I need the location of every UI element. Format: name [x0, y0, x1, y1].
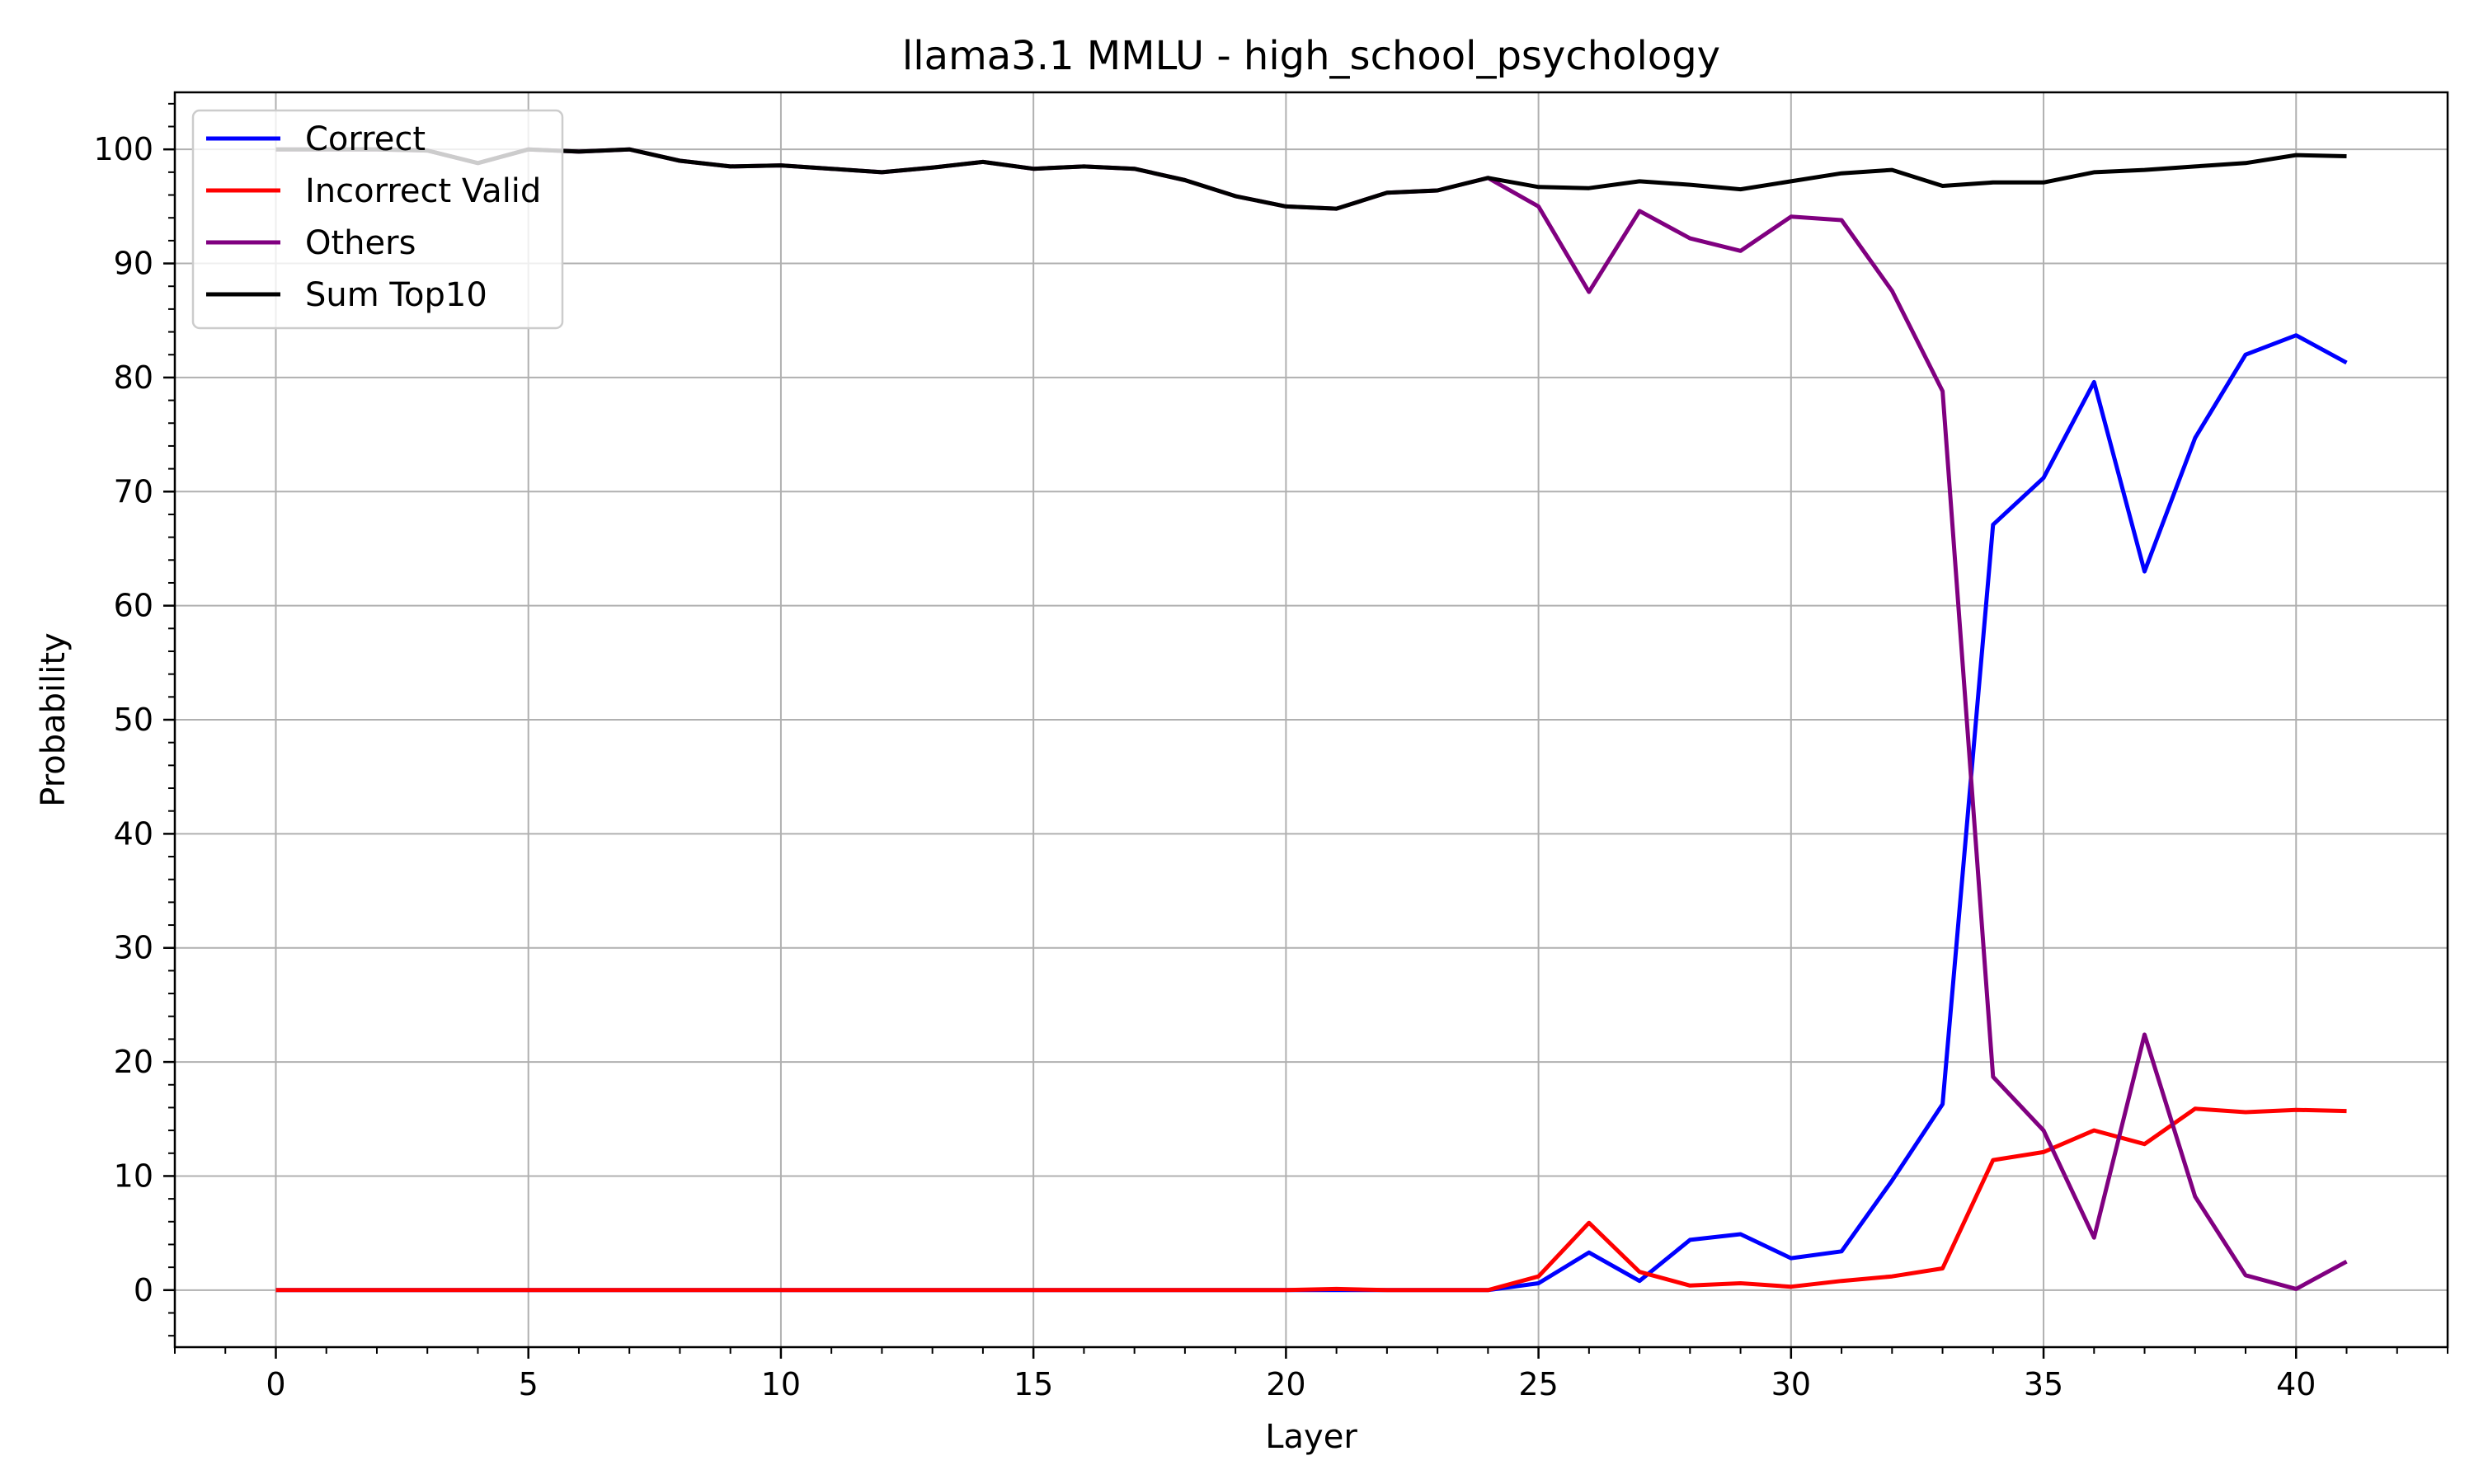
y-axis-title: Probability — [35, 632, 73, 806]
y-tick-label: 10 — [114, 1158, 153, 1194]
y-tick-label: 80 — [114, 359, 153, 396]
x-axis-title: Layer — [1265, 1418, 1357, 1456]
x-tick-label: 20 — [1266, 1366, 1305, 1402]
y-tick-label: 50 — [114, 702, 153, 738]
legend-label: Sum Top10 — [305, 276, 487, 314]
x-tick-label: 40 — [2276, 1366, 2316, 1402]
legend-label: Incorrect Valid — [305, 172, 541, 210]
legend: Correct Incorrect Valid Others Sum Top10 — [191, 109, 564, 330]
x-tick-label: 0 — [266, 1366, 285, 1402]
series-line-sum-top10 — [275, 147, 2347, 211]
x-tick-label: 35 — [2024, 1366, 2063, 1402]
y-tick-label: 30 — [114, 930, 153, 966]
legend-label: Others — [305, 224, 416, 262]
series-line-incorrect-valid — [275, 1106, 2347, 1293]
y-tick-label: 0 — [134, 1272, 153, 1308]
legend-box — [191, 109, 564, 330]
x-tick-label: 30 — [1771, 1366, 1811, 1402]
axis-ticks: 0 5 10 15 20 25 30 35 40 0 10 20 30 40 50 60 70 80 90 100 — [93, 102, 2448, 1402]
y-tick-label: 90 — [114, 246, 153, 282]
x-tick-label: 15 — [1014, 1366, 1053, 1402]
x-tick-label: 10 — [761, 1366, 801, 1402]
y-tick-label: 40 — [114, 815, 153, 852]
y-tick-label: 70 — [114, 473, 153, 510]
x-tick-label: 25 — [1518, 1366, 1558, 1402]
y-tick-label: 60 — [114, 588, 153, 624]
x-tick-label: 5 — [519, 1366, 539, 1402]
y-tick-label: 20 — [114, 1044, 153, 1080]
legend-label: Correct — [305, 120, 426, 158]
series-lines — [275, 147, 2348, 1293]
y-tick-label: 100 — [93, 131, 153, 167]
chart-title: llama3.1 MMLU - high_school_psychology — [902, 33, 1720, 79]
